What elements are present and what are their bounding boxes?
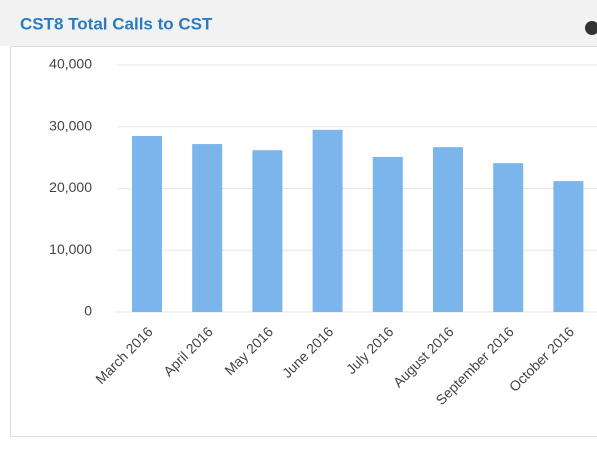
y-tick-label: 30,000 [49,117,92,133]
bar [132,136,162,312]
y-tick-label: 10,000 [49,241,92,257]
y-tick-label: 40,000 [49,56,92,72]
bar [192,144,222,312]
y-tick-label: 0 [84,303,92,319]
bar [252,150,282,312]
bar [433,147,463,312]
bar [493,163,523,312]
chart-title: CST8 Total Calls to CST [20,14,213,33]
y-tick-label: 20,000 [49,179,92,195]
bar [373,157,403,312]
bar [553,181,583,312]
bar [313,130,343,312]
